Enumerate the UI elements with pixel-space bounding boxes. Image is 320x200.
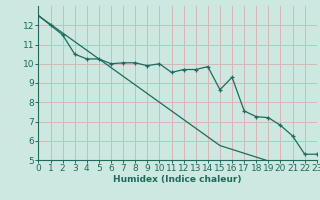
X-axis label: Humidex (Indice chaleur): Humidex (Indice chaleur): [113, 175, 242, 184]
